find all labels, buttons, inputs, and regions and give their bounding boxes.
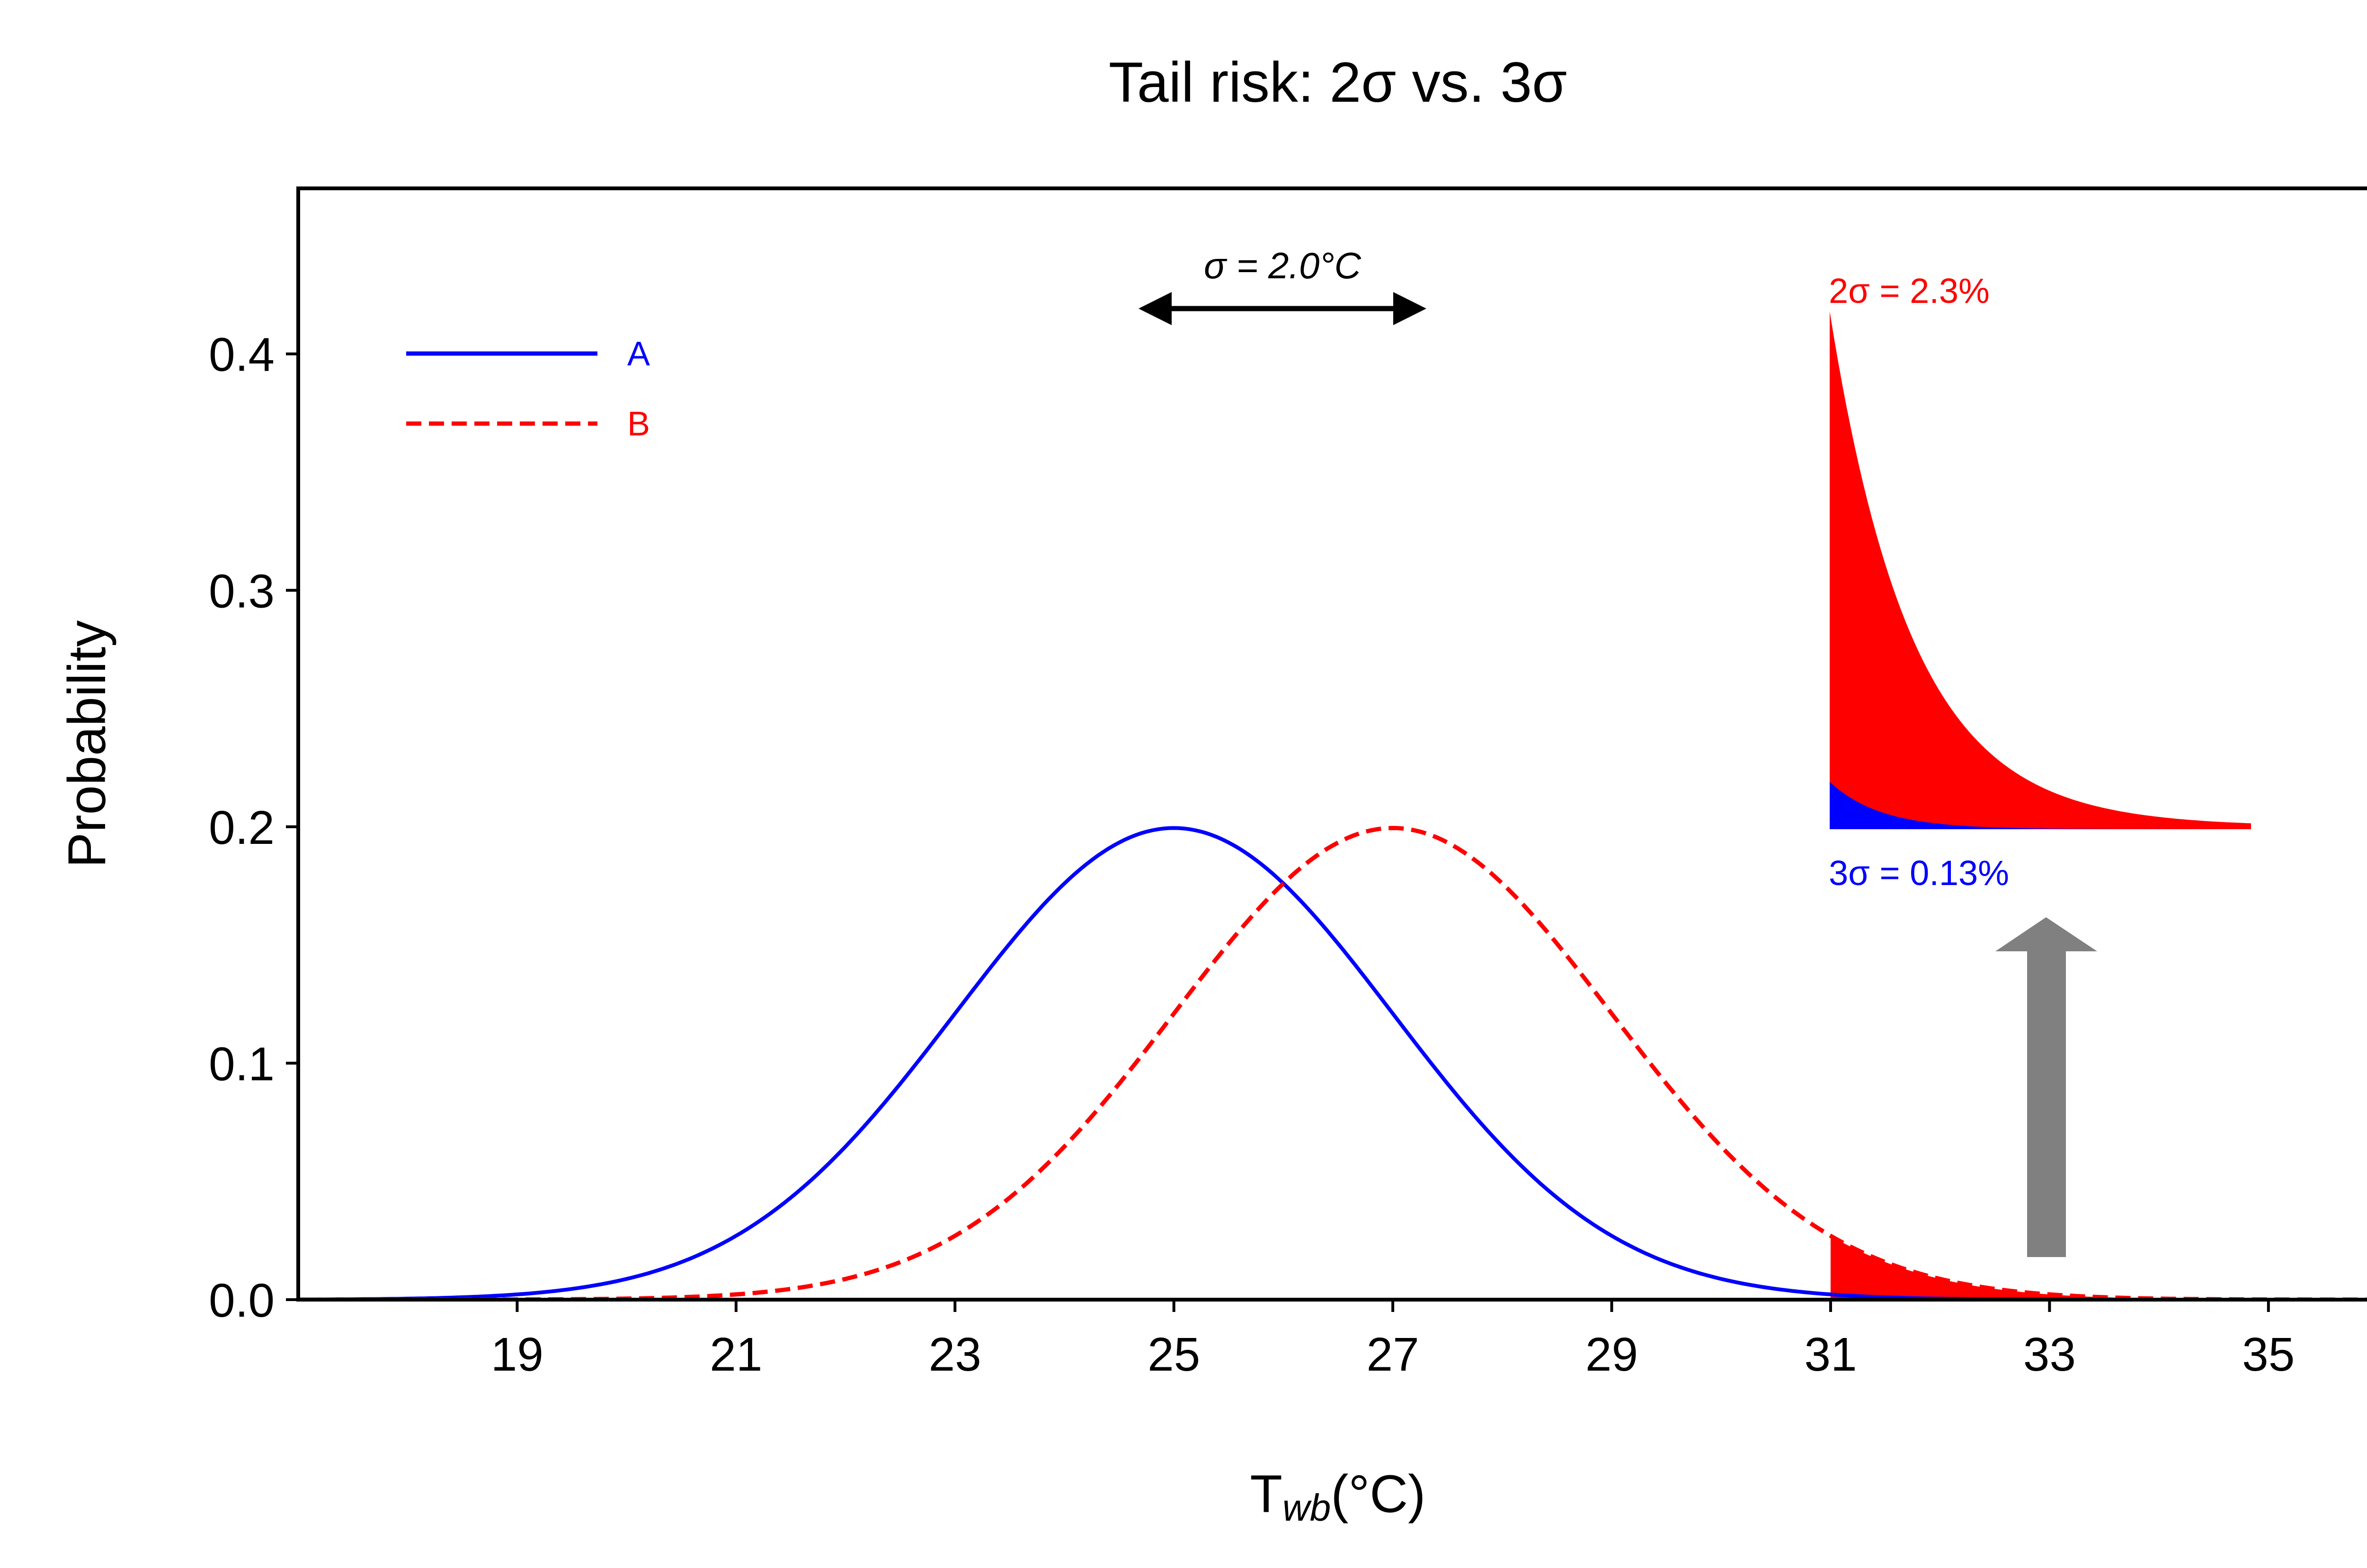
inset-red-label: 2σ = 2.3% [1829,271,1990,310]
x-tick-label: 25 [1148,1328,1200,1381]
x-tick-label: 19 [491,1328,543,1381]
y-tick-label: 0.3 [209,565,275,618]
x-axis: 19 21 23 25 27 29 31 33 35 [491,1300,2295,1381]
x-tick-label: 35 [2242,1328,2295,1381]
y-tick-label: 0.0 [209,1274,275,1327]
legend-label-a: A [627,335,650,373]
y-axis: 0.0 0.1 0.2 0.3 0.4 [209,328,298,1327]
x-tick-label: 21 [710,1328,762,1381]
legend: A B [406,335,650,443]
up-arrow-head [1995,917,2097,951]
x-tick-label: 29 [1585,1328,1638,1381]
inset-red-tail-area [1830,311,2251,829]
inset-blue-label: 3σ = 0.13% [1829,853,2009,893]
up-arrow-shaft [2027,950,2066,1257]
y-tick-label: 0.1 [209,1037,275,1090]
sigma-arrow-right-head [1393,292,1426,325]
y-tick-label: 0.4 [209,328,275,381]
y-tick-label: 0.2 [209,801,275,854]
y-axis-label: Probability [57,620,116,868]
sigma-annotation: σ = 2.0°C [1139,245,1426,325]
tail-fill-area [1830,1236,2367,1300]
x-axis-label: Twb(°C) [1250,1464,1426,1529]
x-tick-label: 23 [929,1328,981,1381]
sigma-arrow-left-head [1139,292,1172,325]
tail-inset: 2σ = 2.3% 3σ = 0.13% [1829,271,2251,893]
inset-blue-tail-area [1830,782,2251,829]
legend-label-b: B [627,405,650,443]
x-tick-label: 27 [1366,1328,1419,1381]
x-tick-label: 33 [2023,1328,2076,1381]
x-tick-label: 31 [1804,1328,1857,1381]
plot-frame [296,186,2367,1302]
up-arrow [1995,917,2097,1257]
sigma-label: σ = 2.0°C [1204,245,1361,286]
chart-title: Tail risk: 2σ vs. 3σ [1109,51,1567,114]
